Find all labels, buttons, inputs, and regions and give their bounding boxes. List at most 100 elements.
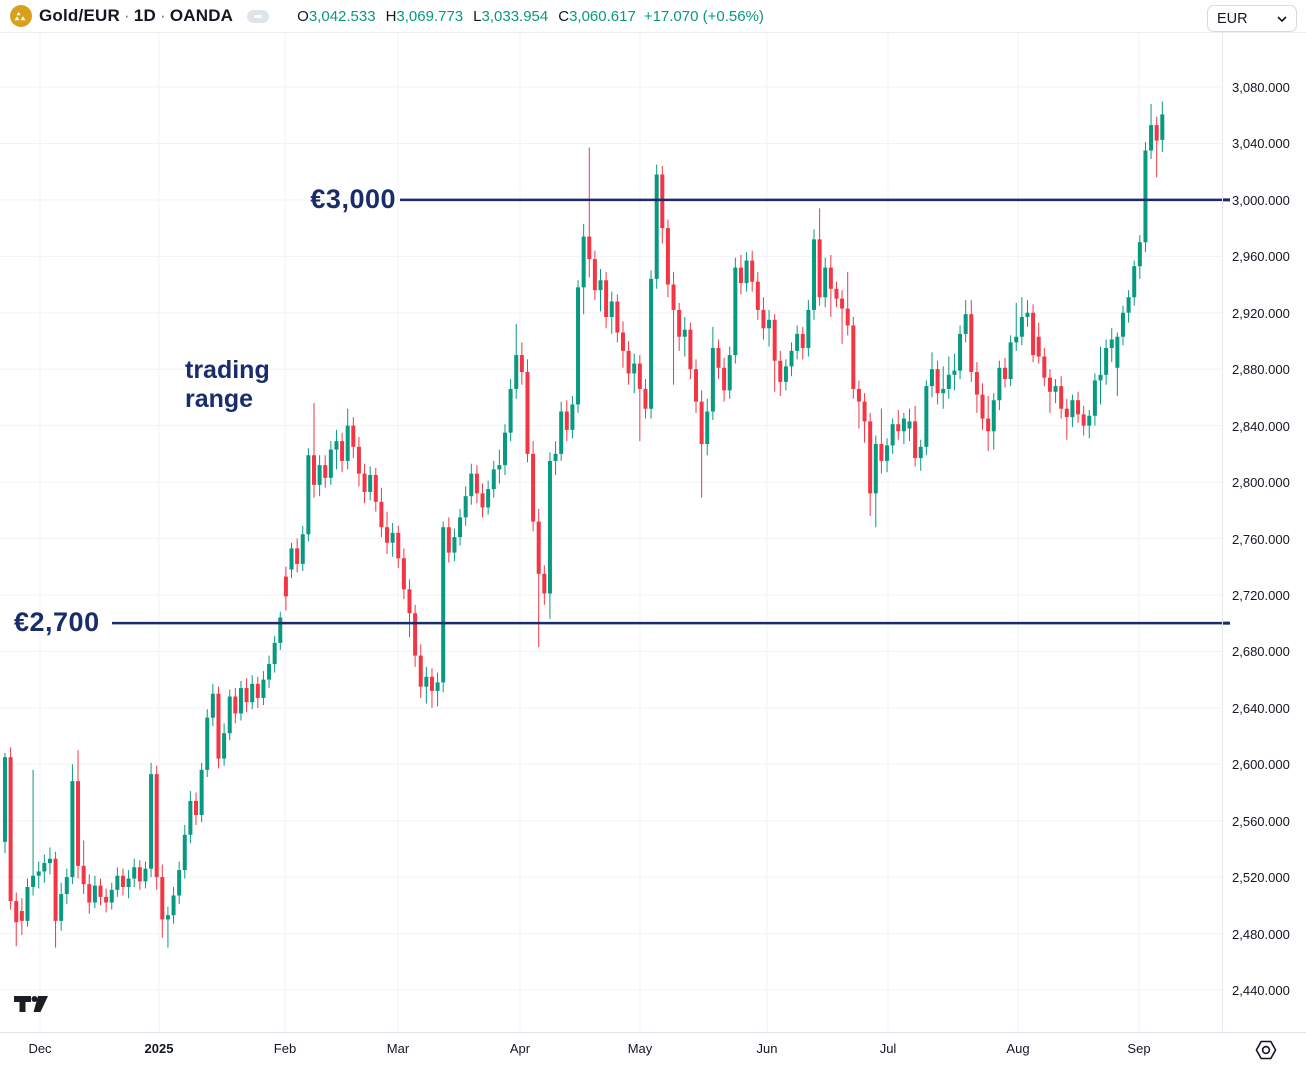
candle-body[interactable] — [53, 858, 58, 921]
candle-body[interactable] — [615, 301, 620, 333]
candle-body[interactable] — [59, 894, 64, 921]
candle-body[interactable] — [811, 239, 816, 310]
candle-body[interactable] — [474, 473, 479, 494]
candle-body[interactable] — [64, 877, 69, 895]
candle-body[interactable] — [856, 388, 861, 402]
currency-dropdown[interactable]: EUR — [1207, 5, 1297, 32]
candle-body[interactable] — [458, 517, 463, 538]
candle-body[interactable] — [1042, 356, 1047, 378]
candle-body[interactable] — [1092, 380, 1097, 416]
candle-body[interactable] — [795, 333, 800, 351]
candle-body[interactable] — [1104, 348, 1109, 375]
candle-body[interactable] — [323, 465, 328, 478]
candle-body[interactable] — [958, 333, 963, 371]
candle-body[interactable] — [868, 421, 873, 494]
candle-body[interactable] — [885, 445, 890, 461]
candle-body[interactable] — [368, 475, 373, 492]
candle-body[interactable] — [660, 174, 665, 229]
tradingview-logo[interactable] — [12, 994, 58, 1014]
candle-body[interactable] — [519, 355, 524, 373]
candle-body[interactable] — [503, 432, 508, 466]
candle-body[interactable] — [109, 889, 114, 903]
candle-body[interactable] — [783, 366, 788, 382]
candle-body[interactable] — [755, 281, 760, 310]
candle-body[interactable] — [87, 884, 92, 903]
candle-body[interactable] — [306, 455, 311, 535]
candle-body[interactable] — [149, 774, 154, 869]
candle-body[interactable] — [435, 682, 440, 691]
candle-body[interactable] — [1081, 414, 1086, 426]
candle-body[interactable] — [199, 769, 204, 816]
candle-body[interactable] — [800, 333, 805, 349]
candle-body[interactable] — [115, 875, 120, 890]
candle-body[interactable] — [929, 369, 934, 387]
candle-body[interactable] — [340, 441, 345, 461]
candle-body[interactable] — [222, 733, 227, 759]
candle-body[interactable] — [935, 369, 940, 394]
candle-body[interactable] — [654, 174, 659, 279]
candle-body[interactable] — [8, 757, 13, 902]
candle-body[interactable] — [1137, 242, 1142, 267]
candle-body[interactable] — [632, 363, 637, 374]
candle-body[interactable] — [154, 774, 159, 878]
candle-body[interactable] — [767, 319, 772, 329]
candle-body[interactable] — [924, 386, 929, 447]
candle-body[interactable] — [834, 288, 839, 299]
candle-body[interactable] — [413, 613, 418, 656]
candle-body[interactable] — [137, 867, 142, 882]
symbol-group[interactable]: Gold/EUR · 1D · OANDA — [10, 5, 233, 27]
candle-body[interactable] — [879, 443, 884, 461]
candle-body[interactable] — [722, 367, 727, 391]
candle-body[interactable] — [531, 453, 536, 522]
candle-body[interactable] — [278, 617, 283, 643]
candle-body[interactable] — [407, 589, 412, 614]
candle-body[interactable] — [1098, 374, 1103, 381]
candle-body[interactable] — [581, 236, 586, 288]
candle-body[interactable] — [733, 267, 738, 356]
candle-body[interactable] — [941, 388, 946, 394]
candle-body[interactable] — [441, 527, 446, 683]
candle-body[interactable] — [98, 885, 103, 897]
candle-body[interactable] — [626, 350, 631, 374]
candle-body[interactable] — [918, 446, 923, 459]
candle-body[interactable] — [1031, 312, 1036, 356]
candle-body[interactable] — [727, 355, 732, 391]
candle-body[interactable] — [1003, 367, 1008, 380]
candle-body[interactable] — [553, 453, 558, 461]
candle-body[interactable] — [267, 664, 272, 680]
candle-body[interactable] — [171, 895, 176, 916]
candle-body[interactable] — [424, 676, 429, 687]
candle-body[interactable] — [604, 280, 609, 317]
candle-body[interactable] — [991, 400, 996, 432]
candle-body[interactable] — [1143, 150, 1148, 243]
candle-body[interactable] — [806, 309, 811, 349]
candle-body[interactable] — [823, 267, 828, 298]
candle-body[interactable] — [840, 298, 845, 309]
candle-body[interactable] — [177, 870, 182, 896]
candle-body[interactable] — [710, 348, 715, 412]
candle-body[interactable] — [480, 493, 485, 508]
candle-body[interactable] — [216, 693, 221, 759]
candle-body[interactable] — [896, 424, 901, 432]
candle-body[interactable] — [1076, 400, 1081, 415]
candle-body[interactable] — [525, 372, 530, 454]
candle-body[interactable] — [373, 475, 378, 502]
candle-body[interactable] — [362, 473, 367, 492]
candle-body[interactable] — [986, 418, 991, 432]
candle-body[interactable] — [31, 875, 36, 888]
candle-body[interactable] — [1053, 386, 1058, 392]
price-line-2700-label[interactable]: €2,700 — [14, 607, 100, 637]
candle-body[interactable] — [761, 309, 766, 329]
symbol-title[interactable]: Gold/EUR · 1D · OANDA — [39, 6, 233, 26]
candle-body[interactable] — [587, 236, 592, 260]
candle-body[interactable] — [446, 527, 451, 553]
candle-body[interactable] — [379, 501, 384, 528]
candle-body[interactable] — [637, 363, 642, 389]
candle-body[interactable] — [81, 865, 86, 885]
candle-body[interactable] — [778, 360, 783, 382]
candle-body[interactable] — [1160, 114, 1165, 140]
candle-body[interactable] — [47, 858, 52, 864]
candle-body[interactable] — [143, 868, 148, 882]
candle-body[interactable] — [295, 548, 300, 564]
